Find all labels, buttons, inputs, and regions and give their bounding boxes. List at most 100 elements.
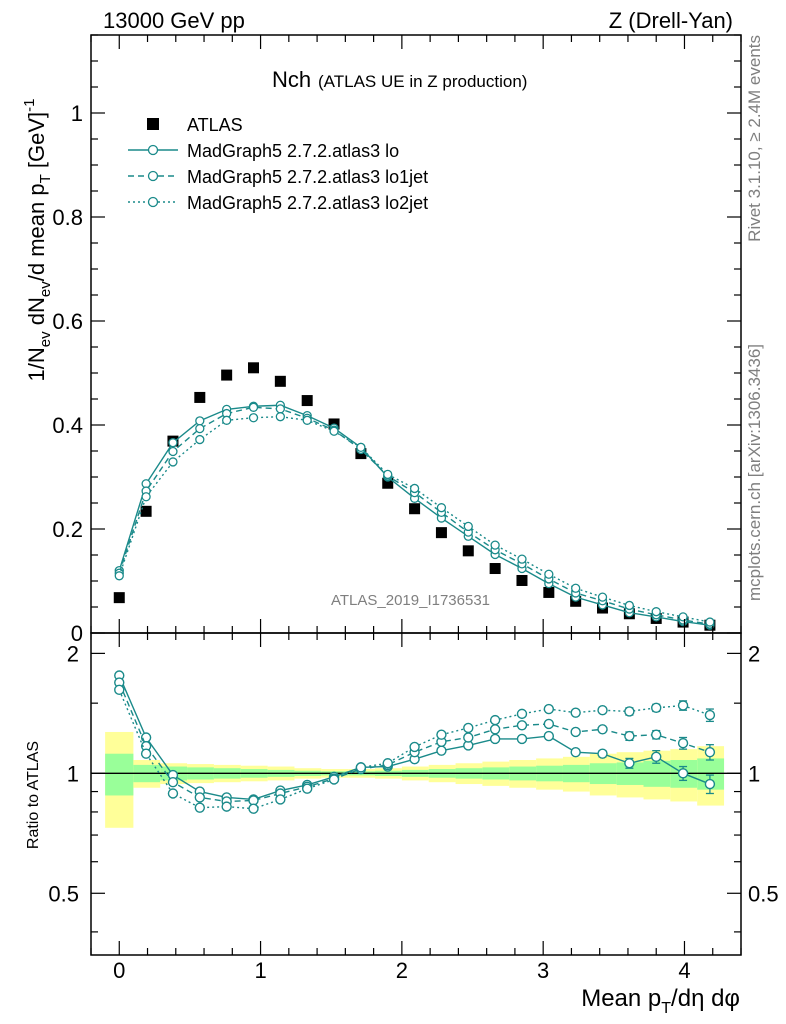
x-tick-label: 2 xyxy=(396,958,408,983)
ratio-series-point xyxy=(704,778,716,790)
ratio-series-point xyxy=(677,768,689,779)
ratio-series-point xyxy=(677,700,689,711)
x-tick-label: 4 xyxy=(678,958,690,983)
atlas-data-point xyxy=(543,586,555,598)
main-plot-area xyxy=(113,362,716,631)
ratio-series-point xyxy=(463,722,474,734)
mc-series-point xyxy=(275,412,285,422)
ratio-series-point xyxy=(114,684,125,696)
ratio-plot-area xyxy=(114,670,716,814)
ratio-y-axis-label: Ratio to ATLAS xyxy=(25,741,42,849)
mc-series-point xyxy=(302,415,312,425)
atlas-data-point xyxy=(462,545,474,557)
ratio-series-point xyxy=(436,745,447,756)
mc-series-point xyxy=(356,442,366,453)
atlas-data-point xyxy=(301,395,313,407)
ratio-series-point xyxy=(651,729,662,740)
ratio-series-point xyxy=(382,758,393,769)
ratio-band-inner xyxy=(105,753,134,796)
mc-series-point xyxy=(383,469,393,480)
axis-ticks: 0 1 2 3 4 0 0.2 0.4 0.6 0.8 1 0.5 0.5 1 1 2 2 xyxy=(48,34,779,983)
ratio-series-point xyxy=(194,802,206,813)
legend: ATLAS MadGraph5 2.7.2.atlas3 lo MadGraph5 … xyxy=(128,115,428,213)
mc-series-point xyxy=(114,571,124,581)
x-tick-label: 0 xyxy=(113,958,125,983)
ratio-series-point xyxy=(328,774,340,785)
legend-label: MadGraph5 2.7.2.atlas3 lo2jet xyxy=(187,193,428,213)
main-title: Nch xyxy=(272,67,311,92)
ratio-panel-frame xyxy=(90,632,742,956)
ratio-y-tick-label-right: 1 xyxy=(748,761,760,786)
legend-marker xyxy=(147,170,159,182)
ratio-series-point xyxy=(140,748,152,759)
ratio-series-point xyxy=(436,729,447,740)
mc-series-point xyxy=(329,426,339,436)
x-axis-label: Mean pT/dη dφ xyxy=(581,985,740,1017)
mc-series-point xyxy=(651,607,661,617)
mcplots-source-label: mcplots.cern.ch [arXiv:1306.3436] xyxy=(745,344,764,601)
main-y-axis-label: 1/Nev dNev/d mean pT [GeV]-1 xyxy=(21,99,54,382)
mc-series-point xyxy=(705,617,715,627)
ratio-y-tick-label-right: 0.5 xyxy=(748,881,779,906)
main-subtitle: (ATLAS UE in Z production) xyxy=(318,72,527,91)
ratio-series-point xyxy=(570,707,581,718)
rivet-version-label: Rivet 3.1.10, ≥ 2.4M events xyxy=(745,35,764,242)
legend-label: MadGraph5 2.7.2.atlas3 lo1jet xyxy=(187,167,428,187)
main-y-tick-label: 0.6 xyxy=(52,309,83,334)
atlas-data-point xyxy=(140,505,152,517)
ratio-series-point xyxy=(248,803,259,814)
atlas-data-point xyxy=(274,375,286,387)
mc-series-point xyxy=(624,600,635,611)
ratio-series-point xyxy=(597,705,608,716)
ratio-series-point xyxy=(543,703,555,715)
ratio-series-point xyxy=(651,751,662,763)
atlas-data-point xyxy=(489,563,501,575)
ratio-series-point xyxy=(167,788,179,799)
ratio-series-point xyxy=(677,738,689,749)
x-tick-label: 3 xyxy=(537,958,549,983)
ratio-series-point xyxy=(543,718,555,730)
atlas-data-point xyxy=(113,592,125,604)
ratio-series-point xyxy=(597,748,608,759)
x-tick-label: 1 xyxy=(254,958,266,983)
mc-series-point xyxy=(248,413,259,423)
mc-series-point xyxy=(141,492,151,502)
atlas-data-point xyxy=(382,477,394,489)
ratio-series-point xyxy=(301,783,313,794)
ratio-series-point xyxy=(489,724,501,735)
main-y-tick-label: 1 xyxy=(71,101,83,126)
main-y-tick-label: 0.8 xyxy=(52,205,83,230)
ratio-series-point xyxy=(516,720,528,731)
ratio-series-point xyxy=(355,762,367,773)
mc-series-point xyxy=(168,457,178,467)
main-y-tick-label: 0.2 xyxy=(52,517,83,542)
ratio-series-point xyxy=(704,709,716,721)
ratio-series-point xyxy=(194,792,206,803)
mc-series-point xyxy=(571,583,581,593)
ratio-series-point xyxy=(489,714,501,726)
mc-series-point xyxy=(490,540,500,550)
ratio-series-point xyxy=(516,708,528,720)
ratio-series-point xyxy=(221,801,232,812)
analysis-watermark: ATLAS_2019_I1736531 xyxy=(331,592,490,609)
ratio-series-point xyxy=(409,741,420,753)
mc-series-point xyxy=(409,483,420,494)
ratio-series-point xyxy=(597,724,608,735)
ratio-y-tick-label-left: 1 xyxy=(67,761,79,786)
main-y-tick-label: 0.4 xyxy=(52,413,83,438)
mc-series-point xyxy=(168,438,178,448)
mc-series-point xyxy=(168,446,178,457)
atlas-data-point xyxy=(221,369,233,381)
mc-series-point xyxy=(517,554,527,564)
mc-series-point xyxy=(195,416,205,426)
ratio-series-point xyxy=(543,730,555,742)
atlas-data-point xyxy=(409,503,421,515)
legend-label: ATLAS xyxy=(187,115,243,135)
atlas-data-point xyxy=(194,391,206,403)
ratio-series-point xyxy=(275,794,286,805)
mc-series-point xyxy=(195,423,205,434)
mc-series-point xyxy=(222,415,232,425)
ratio-series-point xyxy=(704,746,716,758)
ratio-series-point xyxy=(651,702,662,714)
